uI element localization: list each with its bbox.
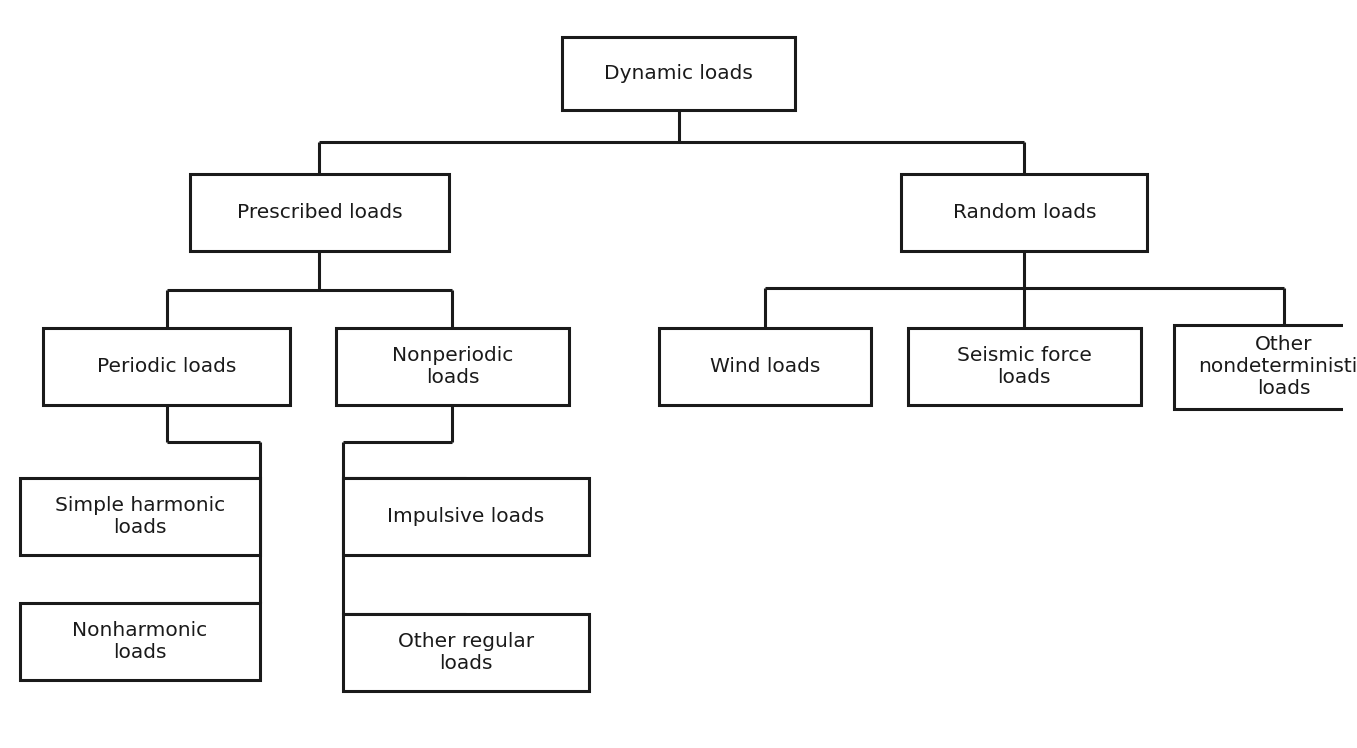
Text: Other regular
loads: Other regular loads bbox=[398, 632, 533, 673]
FancyBboxPatch shape bbox=[901, 174, 1147, 251]
Text: Nonperiodic
loads: Nonperiodic loads bbox=[392, 346, 513, 387]
Text: Periodic loads: Periodic loads bbox=[96, 357, 236, 376]
FancyBboxPatch shape bbox=[43, 328, 289, 405]
FancyBboxPatch shape bbox=[20, 603, 259, 680]
Text: Impulsive loads: Impulsive loads bbox=[387, 507, 544, 527]
FancyBboxPatch shape bbox=[658, 328, 871, 405]
FancyBboxPatch shape bbox=[562, 37, 795, 110]
Text: Random loads: Random loads bbox=[953, 203, 1096, 222]
Text: Wind loads: Wind loads bbox=[710, 357, 820, 376]
Text: Dynamic loads: Dynamic loads bbox=[604, 64, 753, 83]
Text: Nonharmonic
loads: Nonharmonic loads bbox=[72, 621, 208, 662]
FancyBboxPatch shape bbox=[20, 479, 259, 556]
Text: Prescribed loads: Prescribed loads bbox=[236, 203, 402, 222]
Text: Seismic force
loads: Seismic force loads bbox=[957, 346, 1091, 387]
Text: Simple harmonic
loads: Simple harmonic loads bbox=[54, 497, 225, 538]
FancyBboxPatch shape bbox=[190, 174, 449, 251]
Text: Other
nondeterministic
loads: Other nondeterministic loads bbox=[1198, 335, 1357, 398]
FancyBboxPatch shape bbox=[337, 328, 569, 405]
FancyBboxPatch shape bbox=[908, 328, 1141, 405]
FancyBboxPatch shape bbox=[343, 614, 589, 691]
FancyBboxPatch shape bbox=[343, 479, 589, 556]
FancyBboxPatch shape bbox=[1174, 325, 1357, 409]
